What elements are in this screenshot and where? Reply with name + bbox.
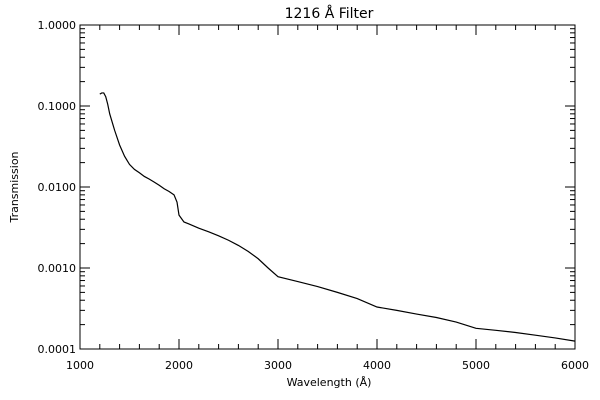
y-tick-label: 0.0010 xyxy=(38,262,77,275)
y-tick-label: 1.0000 xyxy=(38,19,77,32)
x-tick-label: 6000 xyxy=(561,359,589,372)
tick-labels: 1000 2000 3000 4000 5000 6000 0.0001 0.0010 0.01… xyxy=(38,19,590,372)
transmission-series-line xyxy=(99,92,576,342)
tick-marks xyxy=(79,24,576,350)
chart-title: 1216 Å Filter xyxy=(285,5,374,22)
x-tick-label: 4000 xyxy=(363,359,391,372)
x-tick-label: 3000 xyxy=(264,359,292,372)
y-tick-label: 0.1000 xyxy=(38,100,77,113)
y-tick-label: 0.0100 xyxy=(38,181,77,194)
y-tick-label: 0.0001 xyxy=(38,343,77,356)
x-tick-label: 2000 xyxy=(165,359,193,372)
x-tick-label: 1000 xyxy=(66,359,94,372)
x-tick-label: 5000 xyxy=(462,359,490,372)
y-axis-label: Transmission xyxy=(8,151,21,223)
plot-frame xyxy=(79,24,576,350)
x-axis-label: Wavelength (Å) xyxy=(287,376,372,389)
